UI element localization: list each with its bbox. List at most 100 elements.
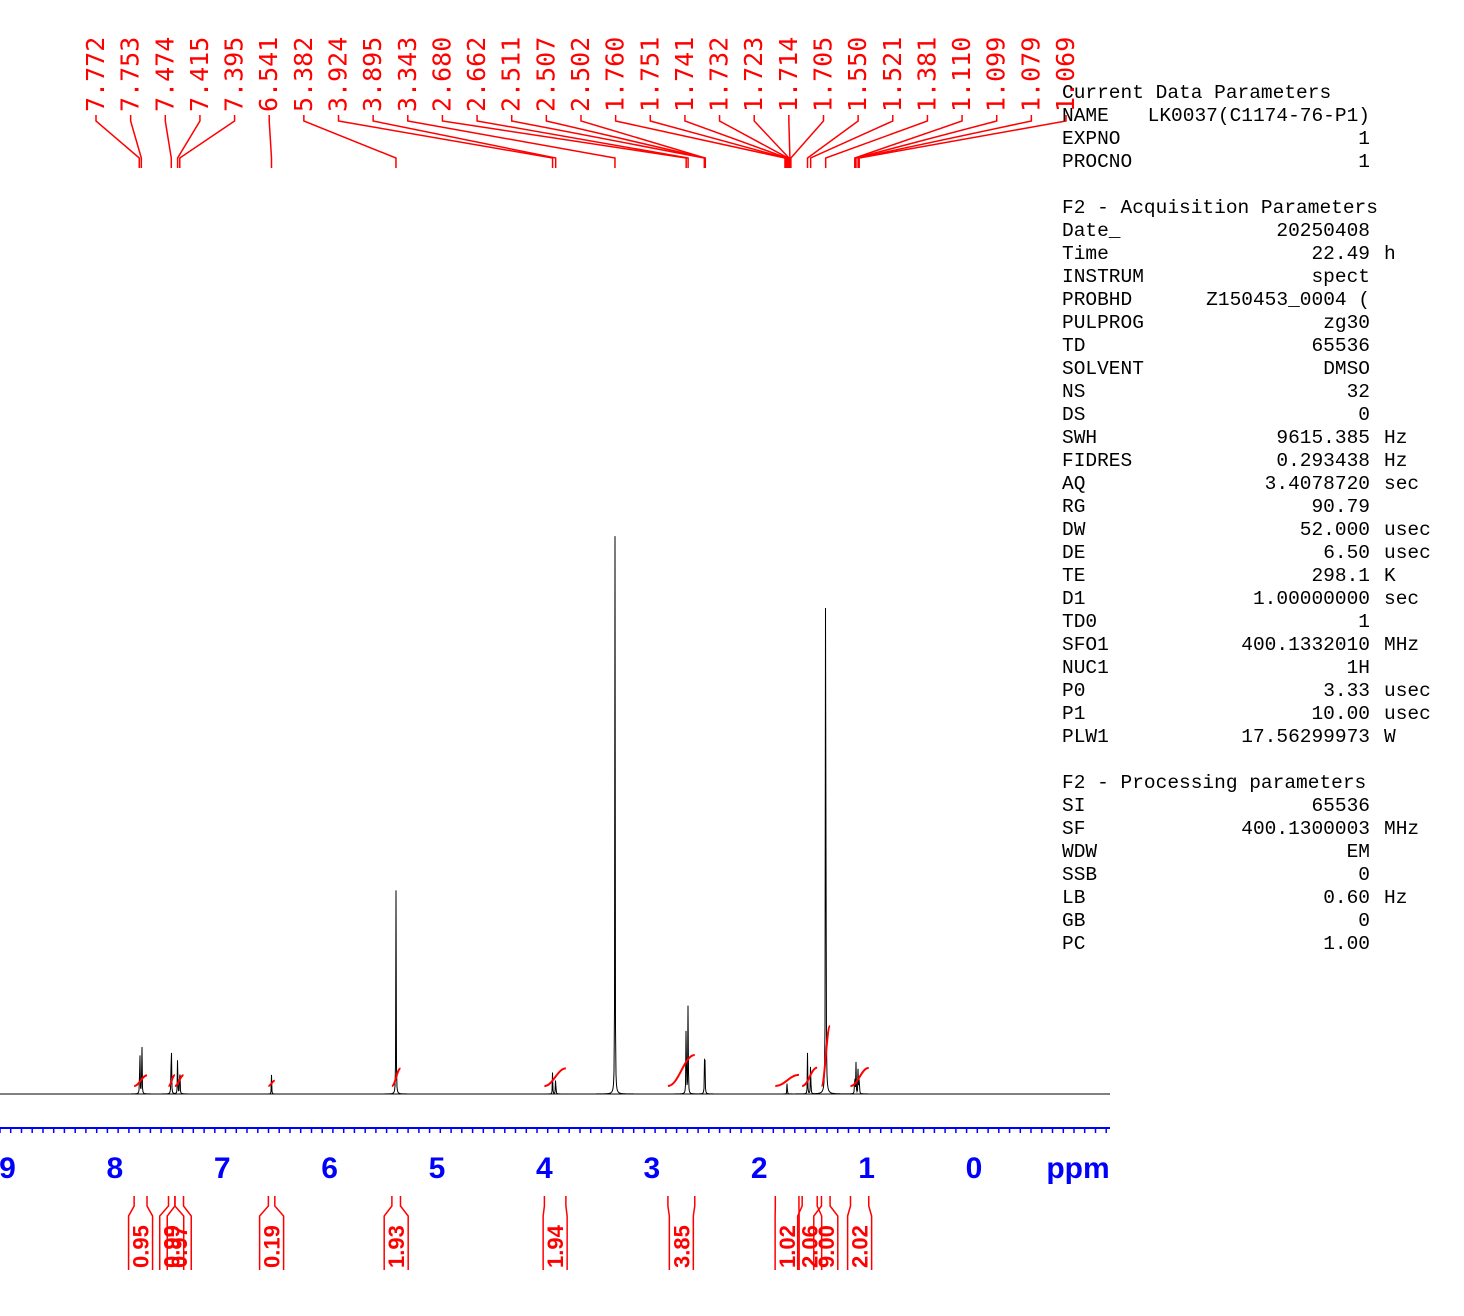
param-row: SI 65536	[1062, 795, 1452, 818]
param-row: PC 1.00	[1062, 933, 1452, 956]
axis-tick-label: 2	[751, 1152, 768, 1185]
param-name: PC	[1062, 933, 1086, 955]
integral-value: 9.00	[814, 1225, 839, 1268]
parameters-panel: Current Data Parameters NAME LK0037(C1174-…	[1062, 82, 1452, 979]
param-row: INSTRUM spect	[1062, 266, 1452, 289]
integral-value: 0.97	[167, 1225, 192, 1268]
param-row: PROBHD Z150453_0004 (	[1062, 289, 1452, 312]
integral-curve	[544, 1067, 567, 1087]
param-name: Time	[1062, 243, 1109, 265]
integral-curve	[174, 1074, 184, 1087]
peak-label: 3.895	[358, 37, 387, 112]
param-value: DMSO	[1323, 358, 1370, 380]
axis-tick-label: 4	[536, 1152, 553, 1185]
integral-value: 0.19	[260, 1225, 285, 1268]
param-unit: K	[1384, 565, 1396, 587]
param-row: TD 65536	[1062, 335, 1452, 358]
peak-connector	[95, 115, 141, 168]
param-row: SF 400.1300003 MHz	[1062, 818, 1452, 841]
param-value: 298.1	[1311, 565, 1370, 587]
peak-label: 3.343	[393, 37, 422, 112]
param-name: TD	[1062, 335, 1086, 357]
param-row: WDW EM	[1062, 841, 1452, 864]
param-name: PROCNO	[1062, 151, 1133, 173]
peak-label: 1.760	[601, 37, 630, 112]
integral-bracket	[127, 1196, 154, 1270]
integral-value: 0.99	[160, 1225, 185, 1268]
param-value: 0	[1358, 910, 1370, 932]
param-row: SSB 0	[1062, 864, 1452, 887]
integral-curve	[775, 1073, 800, 1087]
param-name: DE	[1062, 542, 1086, 564]
peak-connector	[824, 115, 929, 168]
param-name: DS	[1062, 404, 1086, 426]
axis-tick-label: 3	[643, 1152, 660, 1185]
integral-bracket	[166, 1196, 192, 1270]
peak-label: 1.723	[739, 37, 768, 112]
peak-connector	[790, 115, 825, 168]
peak-label: 1.521	[878, 37, 907, 112]
integral-label-layer: 0.95 0.990.97 0.19 1.93 1.94 3.85 1.022.069.00…	[127, 1196, 873, 1270]
param-name: TE	[1062, 565, 1086, 587]
param-row: AQ 3.4078720 sec	[1062, 473, 1452, 496]
param-value: 400.1300003	[1241, 818, 1370, 840]
param-row: NS 32	[1062, 381, 1452, 404]
param-row: PLW1 17.56299973 W	[1062, 726, 1452, 749]
param-name: P1	[1062, 703, 1086, 725]
integral-bracket	[383, 1196, 409, 1270]
peak-label: 1.110	[947, 37, 976, 112]
param-value: Z150453_0004 (	[1206, 289, 1370, 311]
param-row: D1 1.00000000 sec	[1062, 588, 1452, 611]
param-name: INSTRUM	[1062, 266, 1144, 288]
param-section-processing: F2 - Processing parameters SI 65536 SF 400.1…	[1062, 772, 1452, 956]
param-unit: Hz	[1384, 887, 1408, 909]
param-row: NAME LK0037(C1174-76-P1)	[1062, 105, 1452, 128]
param-name: SF	[1062, 818, 1086, 840]
param-name: P0	[1062, 680, 1086, 702]
param-name: NAME	[1062, 105, 1109, 127]
param-unit: MHz	[1384, 634, 1420, 656]
peak-label: 2.502	[566, 37, 595, 112]
param-value: 17.56299973	[1241, 726, 1370, 748]
peak-connector	[268, 115, 273, 168]
param-row: PROCNO 1	[1062, 151, 1452, 174]
param-row: SWH 9615.385 Hz	[1062, 427, 1452, 450]
param-section-title: Current Data Parameters	[1062, 82, 1332, 104]
axis-tick-label: 7	[214, 1152, 231, 1185]
integral-curve	[268, 1079, 276, 1087]
param-row: Date_ 20250408	[1062, 220, 1452, 243]
peak-connector	[179, 115, 236, 168]
peak-connector	[684, 115, 788, 168]
param-section-title: F2 - Processing parameters	[1062, 772, 1367, 794]
param-name: PLW1	[1062, 726, 1109, 748]
param-unit: usec	[1384, 542, 1431, 564]
param-row: LB 0.60 Hz	[1062, 887, 1452, 910]
axis-tick-label: 5	[429, 1152, 446, 1185]
integral-bracket	[774, 1196, 800, 1270]
peak-label: 7.395	[220, 37, 249, 112]
param-section-current: Current Data Parameters NAME LK0037(C1174-…	[1062, 82, 1452, 174]
integral-value: 1.93	[384, 1225, 409, 1268]
peak-label: 7.474	[150, 37, 179, 112]
param-unit: usec	[1384, 680, 1431, 702]
param-unit: h	[1384, 243, 1396, 265]
param-name: TD0	[1062, 611, 1098, 633]
param-name: SFO1	[1062, 634, 1109, 656]
peak-connector	[441, 115, 687, 168]
integral-curve	[820, 1025, 832, 1087]
peak-connector	[510, 115, 706, 168]
peak-connector	[372, 115, 557, 168]
peak-label: 1.099	[982, 37, 1011, 112]
param-value: 1	[1358, 151, 1370, 173]
param-name: EXPNO	[1062, 128, 1121, 150]
param-name: DW	[1062, 519, 1086, 541]
peak-connector	[809, 115, 894, 168]
peak-connector	[129, 115, 143, 168]
peak-label: 7.415	[185, 37, 214, 112]
param-value: 1	[1358, 128, 1370, 150]
integral-value: 0.95	[129, 1225, 154, 1268]
param-row: SFO1 400.1332010 MHz	[1062, 634, 1452, 657]
param-row: DS 0	[1062, 404, 1452, 427]
ppm-axis: ppm 9 8 7 6 5 4 3 2 1 0	[0, 1127, 1110, 1185]
